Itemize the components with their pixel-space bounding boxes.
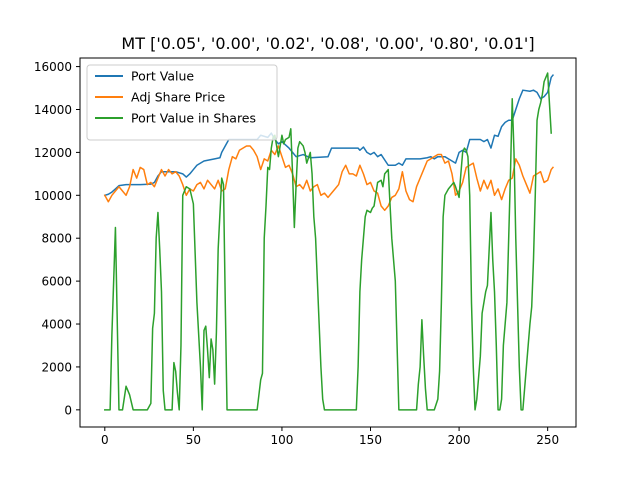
x-tick-label: 100 bbox=[270, 433, 293, 447]
series-line-adj-share-price bbox=[103, 145, 555, 212]
y-tick-label: 0 bbox=[64, 403, 72, 417]
legend-label: Port Value in Shares bbox=[131, 111, 256, 126]
y-tick-label: 10000 bbox=[34, 189, 72, 203]
x-axis: 0 50 100 150 200 250 bbox=[101, 427, 559, 447]
y-tick-label: 2000 bbox=[41, 360, 72, 374]
legend-label: Port Value bbox=[131, 69, 194, 84]
plot-lines bbox=[103, 72, 555, 411]
legend-label: Adj Share Price bbox=[131, 90, 226, 105]
y-tick-label: 6000 bbox=[41, 275, 72, 289]
y-axis: 0 2000 4000 6000 8000 10000 12000 14000 16000 bbox=[34, 60, 80, 417]
axes-frame bbox=[79, 57, 577, 428]
series-line-port-value bbox=[103, 74, 555, 197]
y-tick-label: 12000 bbox=[34, 146, 72, 160]
y-tick-label: 4000 bbox=[41, 318, 72, 332]
y-tick-label: 8000 bbox=[41, 232, 72, 246]
y-tick-label: 14000 bbox=[34, 103, 72, 117]
legend: Port Value Adj Share Price Port Value in S… bbox=[86, 64, 278, 141]
y-tick-label: 16000 bbox=[34, 60, 72, 74]
x-tick-label: 50 bbox=[186, 433, 201, 447]
x-tick-label: 250 bbox=[536, 433, 559, 447]
chart-title: MT ['0.05', '0.00', '0.02', '0.08', '0.0… bbox=[121, 34, 534, 53]
legend-box bbox=[86, 64, 278, 141]
x-tick-label: 200 bbox=[448, 433, 471, 447]
series-line-port-value-in-shares bbox=[104, 72, 552, 411]
x-tick-label: 150 bbox=[359, 433, 382, 447]
x-tick-label: 0 bbox=[101, 433, 109, 447]
